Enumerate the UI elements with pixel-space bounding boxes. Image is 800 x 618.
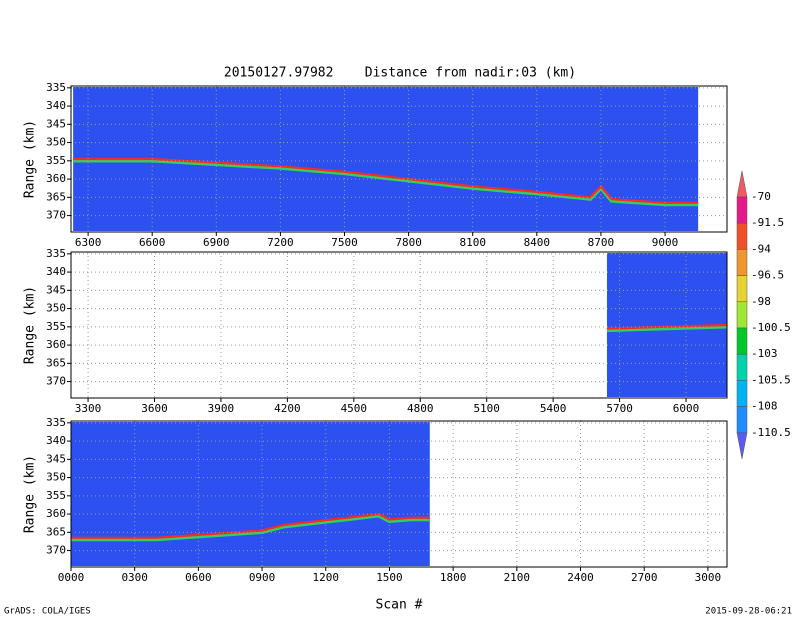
y-tick-label: 350 xyxy=(46,471,66,484)
data-area xyxy=(73,87,699,231)
colorbar-label: -98 xyxy=(751,295,771,308)
x-tick-label: 7200 xyxy=(267,236,294,249)
y-tick-label: 335 xyxy=(46,247,66,260)
colorbar-cap xyxy=(736,170,748,198)
x-tick-label: 8400 xyxy=(524,236,551,249)
colorbar-label: -100.5 xyxy=(751,321,791,334)
y-tick-label: 360 xyxy=(46,172,66,185)
frame xyxy=(70,85,728,233)
x-tick-label: 0300 xyxy=(121,571,148,584)
x-tick-label: 0900 xyxy=(249,571,276,584)
title: 20150127.97982 Distance from nadir:03 (k… xyxy=(224,66,576,81)
x-tick-label: 8700 xyxy=(588,236,615,249)
y-tick-label: 350 xyxy=(46,136,66,149)
y-tick-label: 355 xyxy=(46,154,66,167)
y-axis-label: Range (km) xyxy=(23,286,38,364)
colorbar-segment xyxy=(736,301,748,329)
colorbar-label: -94 xyxy=(751,242,771,255)
colorbar-segment xyxy=(736,222,748,250)
y-tick-label: 340 xyxy=(46,265,66,278)
colorbar-label: -110.5 xyxy=(751,426,791,439)
x-tick-label: 1200 xyxy=(313,571,340,584)
y-tick-label: 355 xyxy=(46,489,66,502)
x-axis-label: Scan # xyxy=(376,598,423,613)
y-tick-label: 350 xyxy=(46,302,66,315)
colorbar-segment xyxy=(736,380,748,407)
credit: GrADS: COLA/IGES xyxy=(4,607,91,617)
x-tick-label: 4200 xyxy=(274,402,301,415)
colorbar-segment xyxy=(736,196,748,224)
data-area xyxy=(71,422,430,566)
x-tick-label: 1800 xyxy=(440,571,467,584)
x-tick-label: 3000 xyxy=(695,571,722,584)
y-tick-label: 355 xyxy=(46,320,66,333)
y-tick-label: 370 xyxy=(46,544,66,557)
y-tick-label: 335 xyxy=(46,81,66,94)
echo-halo xyxy=(606,324,728,333)
y-tick-label: 340 xyxy=(46,99,66,112)
y-tick-label: 340 xyxy=(46,434,66,447)
x-tick-label: 3300 xyxy=(75,402,102,415)
colorbar-segment xyxy=(736,275,748,303)
y-axis-label: Range (km) xyxy=(23,455,38,533)
colorbar-label: -105.5 xyxy=(751,373,791,386)
y-tick-label: 335 xyxy=(46,416,66,429)
x-tick-label: 6000 xyxy=(673,402,700,415)
colorbar-label: -103 xyxy=(751,347,778,360)
x-tick-label: 2400 xyxy=(567,571,594,584)
y-tick-label: 370 xyxy=(46,209,66,222)
y-tick-label: 345 xyxy=(46,452,66,465)
x-tick-label: 2100 xyxy=(504,571,531,584)
colorbar-cap xyxy=(736,432,748,460)
colorbar-label: -108 xyxy=(751,400,778,413)
echo-line xyxy=(71,512,430,539)
y-axis-label: Range (km) xyxy=(23,120,38,198)
x-tick-label: 7500 xyxy=(331,236,358,249)
x-tick-label: 8100 xyxy=(459,236,486,249)
frame xyxy=(70,251,728,399)
x-tick-label: 6600 xyxy=(139,236,166,249)
y-tick-label: 345 xyxy=(46,117,66,130)
colorbar-segment xyxy=(736,327,748,355)
x-tick-label: 5700 xyxy=(606,402,633,415)
echo-halo xyxy=(71,513,430,542)
x-tick-label: 2700 xyxy=(631,571,658,584)
x-tick-label: 6300 xyxy=(75,236,102,249)
x-tick-label: 9000 xyxy=(652,236,679,249)
x-tick-label: 0000 xyxy=(58,571,85,584)
timestamp: 2015-09-28-06:21 xyxy=(705,607,792,617)
x-tick-label: 1500 xyxy=(376,571,403,584)
x-tick-label: 3900 xyxy=(208,402,235,415)
x-tick-label: 0600 xyxy=(185,571,212,584)
frame xyxy=(70,420,728,568)
x-tick-label: 3600 xyxy=(141,402,168,415)
y-tick-label: 360 xyxy=(46,507,66,520)
colorbar-segment xyxy=(736,406,748,434)
y-tick-label: 345 xyxy=(46,283,66,296)
x-tick-label: 5400 xyxy=(540,402,567,415)
x-tick-label: 4800 xyxy=(407,402,434,415)
echo-halo xyxy=(73,158,699,207)
x-tick-label: 7800 xyxy=(395,236,422,249)
y-tick-label: 365 xyxy=(46,190,66,203)
y-tick-label: 360 xyxy=(46,338,66,351)
y-tick-label: 370 xyxy=(46,375,66,388)
colorbar-label: -91.5 xyxy=(751,216,784,229)
colorbar-segment xyxy=(736,249,748,276)
x-tick-label: 6900 xyxy=(203,236,230,249)
x-tick-label: 5100 xyxy=(473,402,500,415)
y-tick-label: 365 xyxy=(46,525,66,538)
x-tick-label: 4500 xyxy=(341,402,368,415)
colorbar-label: -70 xyxy=(751,190,771,203)
y-tick-label: 365 xyxy=(46,356,66,369)
colorbar-label: -96.5 xyxy=(751,269,784,282)
colorbar-segment xyxy=(736,353,748,381)
